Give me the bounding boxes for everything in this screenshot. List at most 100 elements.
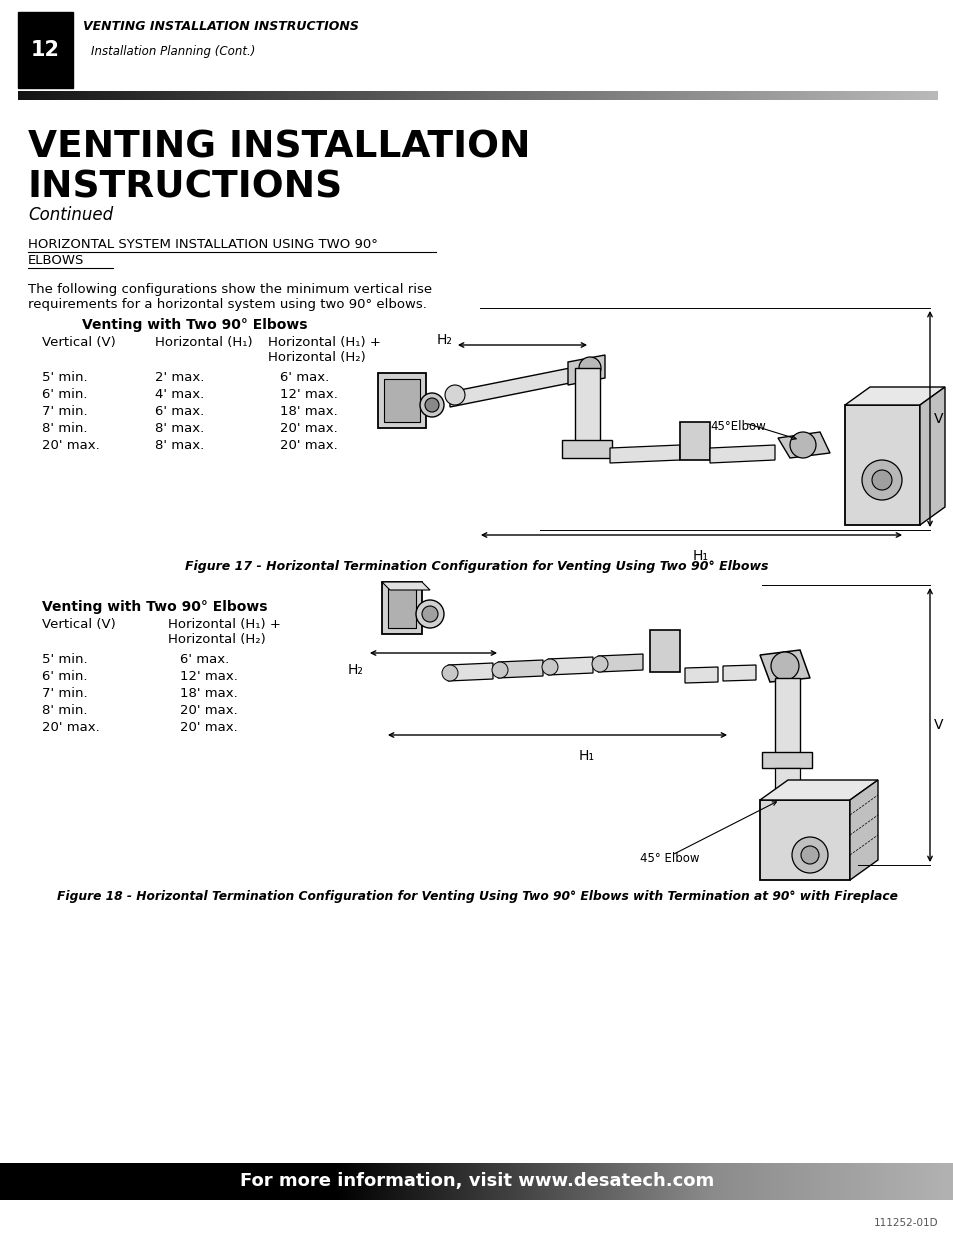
Polygon shape xyxy=(609,445,679,463)
Text: V: V xyxy=(933,718,943,732)
Polygon shape xyxy=(778,432,829,458)
Polygon shape xyxy=(497,659,542,678)
Text: 12' max.: 12' max. xyxy=(180,671,237,683)
Polygon shape xyxy=(774,768,800,800)
Circle shape xyxy=(770,652,799,680)
Polygon shape xyxy=(849,781,877,881)
Polygon shape xyxy=(684,667,718,683)
Text: H₂: H₂ xyxy=(348,663,364,677)
Bar xyxy=(761,752,811,768)
Text: 20' max.: 20' max. xyxy=(42,721,100,734)
Polygon shape xyxy=(567,354,604,385)
Text: 6' min.: 6' min. xyxy=(42,388,88,401)
Text: 20' max.: 20' max. xyxy=(180,721,237,734)
Circle shape xyxy=(578,357,600,379)
Text: Figure 18 - Horizontal Termination Configuration for Venting Using Two 90° Elbow: Figure 18 - Horizontal Termination Confi… xyxy=(56,890,897,903)
Circle shape xyxy=(871,471,891,490)
Text: Continued: Continued xyxy=(28,206,113,224)
Text: Horizontal (H₂): Horizontal (H₂) xyxy=(168,634,266,646)
Text: 4' max.: 4' max. xyxy=(154,388,204,401)
Text: H₁: H₁ xyxy=(692,550,708,563)
Text: V: V xyxy=(933,412,943,426)
Circle shape xyxy=(419,393,443,417)
Polygon shape xyxy=(547,657,593,676)
Polygon shape xyxy=(575,368,599,450)
Circle shape xyxy=(791,837,827,873)
Polygon shape xyxy=(598,655,642,672)
Circle shape xyxy=(789,432,815,458)
Text: 18' max.: 18' max. xyxy=(280,405,337,417)
Text: 111252-01D: 111252-01D xyxy=(872,1218,937,1228)
Text: Horizontal (H₁) +: Horizontal (H₁) + xyxy=(168,618,280,631)
Text: H₁: H₁ xyxy=(578,748,595,763)
Text: 6' max.: 6' max. xyxy=(154,405,204,417)
Polygon shape xyxy=(760,781,877,800)
Text: 20' max.: 20' max. xyxy=(280,438,337,452)
Bar xyxy=(377,373,426,429)
Bar xyxy=(381,582,421,634)
Text: 20' max.: 20' max. xyxy=(42,438,100,452)
Text: H₂: H₂ xyxy=(436,333,453,347)
Text: 12: 12 xyxy=(30,40,59,61)
Polygon shape xyxy=(381,582,430,590)
Circle shape xyxy=(492,662,507,678)
Text: 2' max.: 2' max. xyxy=(154,370,204,384)
Text: INSTRUCTIONS: INSTRUCTIONS xyxy=(28,170,343,206)
Text: 6' min.: 6' min. xyxy=(42,671,88,683)
Circle shape xyxy=(424,398,438,412)
Circle shape xyxy=(444,385,464,405)
Circle shape xyxy=(421,606,437,622)
Circle shape xyxy=(592,656,607,672)
Polygon shape xyxy=(760,650,809,682)
Text: VENTING INSTALLATION INSTRUCTIONS: VENTING INSTALLATION INSTRUCTIONS xyxy=(83,21,358,33)
Text: 7' min.: 7' min. xyxy=(42,405,88,417)
Text: Vertical (V): Vertical (V) xyxy=(42,336,115,350)
Bar xyxy=(844,405,919,525)
Bar xyxy=(760,800,849,881)
Bar xyxy=(679,422,709,459)
Polygon shape xyxy=(722,664,755,680)
Polygon shape xyxy=(774,678,800,760)
Circle shape xyxy=(541,659,558,676)
Bar xyxy=(649,630,679,672)
Polygon shape xyxy=(844,387,944,405)
Bar xyxy=(384,379,419,422)
Text: 18' max.: 18' max. xyxy=(180,687,237,700)
Polygon shape xyxy=(919,387,944,525)
Text: ELBOWS: ELBOWS xyxy=(28,254,84,267)
Text: 5' min.: 5' min. xyxy=(42,370,88,384)
Text: The following configurations show the minimum vertical rise: The following configurations show the mi… xyxy=(28,283,432,296)
Text: 7' min.: 7' min. xyxy=(42,687,88,700)
Polygon shape xyxy=(709,445,774,463)
Text: Horizontal (H₂): Horizontal (H₂) xyxy=(268,351,365,364)
Text: 45°Elbow: 45°Elbow xyxy=(709,420,765,433)
Text: 8' max.: 8' max. xyxy=(154,422,204,435)
Text: Figure 17 - Horizontal Termination Configuration for Venting Using Two 90° Elbow: Figure 17 - Horizontal Termination Confi… xyxy=(185,559,768,573)
Text: 8' max.: 8' max. xyxy=(154,438,204,452)
Text: Venting with Two 90° Elbows: Venting with Two 90° Elbows xyxy=(82,317,308,332)
Text: Installation Planning (Cont.): Installation Planning (Cont.) xyxy=(91,46,255,58)
Text: VENTING INSTALLATION: VENTING INSTALLATION xyxy=(28,130,530,165)
Text: 20' max.: 20' max. xyxy=(280,422,337,435)
Bar xyxy=(388,588,416,629)
Text: 8' min.: 8' min. xyxy=(42,422,88,435)
Text: 8' min.: 8' min. xyxy=(42,704,88,718)
Text: For more information, visit www.desatech.com: For more information, visit www.desatech… xyxy=(239,1172,714,1191)
Circle shape xyxy=(801,846,818,864)
Text: Horizontal (H₁) +: Horizontal (H₁) + xyxy=(268,336,380,350)
Text: Venting with Two 90° Elbows: Venting with Two 90° Elbows xyxy=(42,600,268,614)
Text: 20' max.: 20' max. xyxy=(180,704,237,718)
Polygon shape xyxy=(448,663,493,680)
Circle shape xyxy=(862,459,901,500)
Text: 6' max.: 6' max. xyxy=(180,653,229,666)
Text: requirements for a horizontal system using two 90° elbows.: requirements for a horizontal system usi… xyxy=(28,298,426,311)
Text: 6' max.: 6' max. xyxy=(280,370,329,384)
Text: 45° Elbow: 45° Elbow xyxy=(639,852,699,864)
Bar xyxy=(561,440,612,458)
Text: 12' max.: 12' max. xyxy=(280,388,337,401)
Text: HORIZONTAL SYSTEM INSTALLATION USING TWO 90°: HORIZONTAL SYSTEM INSTALLATION USING TWO… xyxy=(28,238,377,251)
Text: Vertical (V): Vertical (V) xyxy=(42,618,115,631)
Text: 5' min.: 5' min. xyxy=(42,653,88,666)
Polygon shape xyxy=(450,368,569,408)
Text: Horizontal (H₁): Horizontal (H₁) xyxy=(154,336,253,350)
